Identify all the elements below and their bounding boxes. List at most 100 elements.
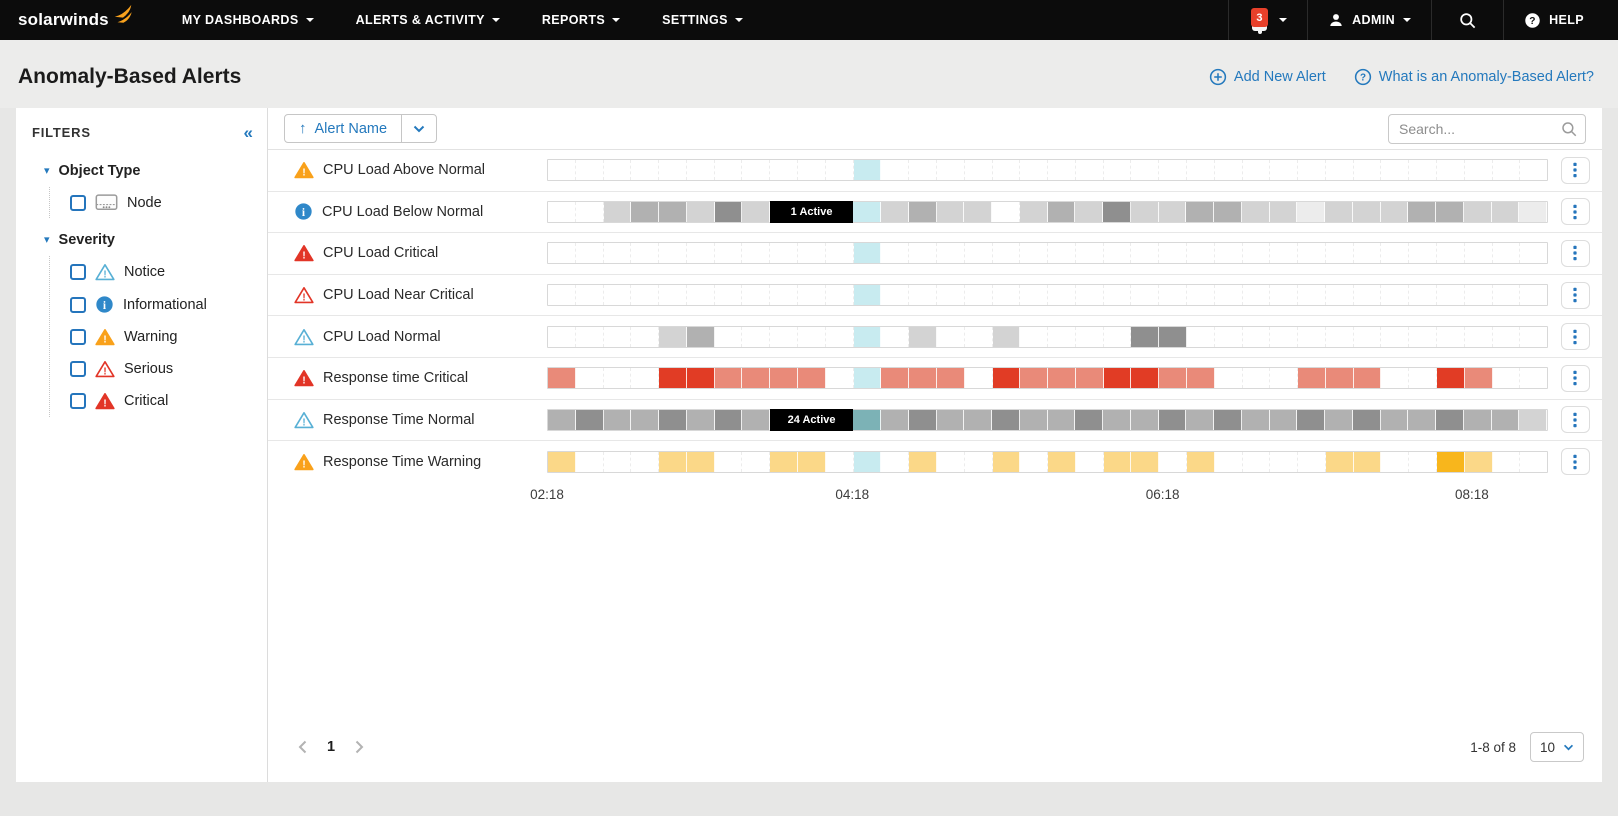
collapse-sidebar-icon[interactable]: « [243,123,253,142]
alert-timeline[interactable] [547,159,1548,182]
checkbox[interactable] [70,264,86,280]
checkbox[interactable] [70,393,86,409]
previous-page-button[interactable] [298,740,307,754]
solarwinds-logo[interactable]: solarwinds [18,4,135,30]
row-menu-button[interactable] [1560,323,1590,351]
nav-item-label: REPORTS [541,13,606,27]
alert-timeline[interactable]: 24 Active [547,408,1548,431]
timeline-cell [715,326,743,347]
active-count-badge[interactable]: 1 Active [769,200,854,223]
help-button[interactable]: ? HELP [1504,0,1604,40]
next-page-button[interactable] [355,740,364,754]
timeline-cell [1047,409,1076,430]
row-menu-button[interactable] [1560,448,1590,476]
timeline-cell [1493,243,1521,264]
filter-item-critical[interactable]: ! Critical [70,385,253,417]
timeline-cell [1048,451,1076,472]
timeline-cell [1186,409,1214,430]
timeline-cell [1075,368,1104,389]
checkbox[interactable] [70,329,86,345]
add-new-alert-link[interactable]: Add New Alert [1209,68,1326,86]
timeline-cell [992,451,1021,472]
active-count-badge[interactable]: 24 Active [769,408,854,431]
row-menu-button[interactable] [1560,364,1590,392]
timeline-cell [1381,326,1410,347]
kebab-icon [1573,204,1577,220]
alert-name: CPU Load Normal [323,328,441,345]
row-menu [1548,364,1602,392]
row-menu-button[interactable] [1560,198,1590,226]
filter-item-node[interactable]: Node [70,187,253,218]
what-is-anomaly-alert-link[interactable]: ? What is an Anomaly-Based Alert? [1354,68,1594,86]
timeline-cell [881,409,909,430]
alert-timeline[interactable] [547,450,1548,473]
severity-warning-icon: ! [294,453,314,471]
timeline-cell [686,409,715,430]
notifications-button[interactable]: 3 [1229,0,1307,40]
svg-text:!: ! [302,334,305,345]
svg-text:!: ! [103,367,106,378]
svg-text:!: ! [302,460,305,471]
page-size-select[interactable]: 10 [1530,732,1584,762]
timeline-cell [909,160,937,181]
sort-by-alert-name-button[interactable]: ↑ Alert Name [285,115,401,142]
timeline-cell [1297,409,1325,430]
timeline-cell [1493,368,1521,389]
filter-item-informational[interactable]: i Informational [70,288,253,321]
timeline-cell [1519,201,1547,222]
row-menu-button[interactable] [1560,239,1590,267]
timeline-cell [1187,285,1215,306]
alert-timeline[interactable] [547,284,1548,307]
timeline-cell [1408,201,1436,222]
timeline-cell [853,368,882,389]
admin-menu-button[interactable]: ADMIN [1308,0,1431,40]
timeline-cell [1463,409,1492,430]
timeline-cell [575,409,604,430]
timeline-cell [715,451,743,472]
svg-text:?: ? [1360,73,1366,84]
global-search-button[interactable] [1432,0,1503,40]
timeline-cell [1103,409,1131,430]
timeline-cell [1076,451,1104,472]
timeline-cell [1215,160,1243,181]
alert-timeline[interactable] [547,325,1548,348]
alert-name: CPU Load Critical [323,245,439,262]
nav-item-my-dashboards[interactable]: MY DASHBOARDS [161,0,335,40]
timeline-cell [576,201,604,222]
alert-timeline[interactable] [547,367,1548,390]
filter-item-warning[interactable]: ! Warning [70,321,253,353]
timeline-cell [826,451,854,472]
filter-item-serious[interactable]: ! Serious [70,353,253,385]
nav-item-reports[interactable]: REPORTS [521,0,641,40]
timeline-cell [742,160,771,181]
checkbox[interactable] [70,296,86,313]
timeline-cell [631,243,660,264]
timeline-cell [1408,409,1436,430]
timeline-cell [1243,326,1271,347]
checkbox[interactable] [70,361,86,377]
nav-item-alerts-activity[interactable]: ALERTS & ACTIVITY [335,0,521,40]
row-menu-button[interactable] [1560,156,1590,184]
row-menu-button[interactable] [1560,406,1590,434]
search-input[interactable] [1388,113,1586,144]
timeline-cell [715,285,743,306]
checkbox[interactable] [70,194,86,211]
current-page-number[interactable]: 1 [327,739,336,755]
timeline-cell [1270,368,1299,389]
section-header-severity[interactable]: ▾ Severity [32,228,253,252]
row-menu-button[interactable] [1560,281,1590,309]
sort-options-button[interactable] [401,115,436,142]
timeline-cell [1130,201,1159,222]
nav-right: 3 ADMIN ? HELP [1228,0,1604,40]
timeline-cell [992,201,1020,222]
help-label: HELP [1549,13,1584,27]
timeline-cell [1463,201,1492,222]
alert-timeline[interactable]: 1 Active [547,200,1548,223]
nav-item-settings[interactable]: SETTINGS [641,0,764,40]
alert-row-label: ! CPU Load Near Critical [268,286,547,304]
page-title: Anomaly-Based Alerts [18,65,242,88]
timeline-cell [1520,452,1547,472]
section-header-object-type[interactable]: ▾ Object Type [32,159,253,183]
filter-item-notice[interactable]: ! Notice [70,256,253,288]
alert-timeline[interactable] [547,242,1548,265]
